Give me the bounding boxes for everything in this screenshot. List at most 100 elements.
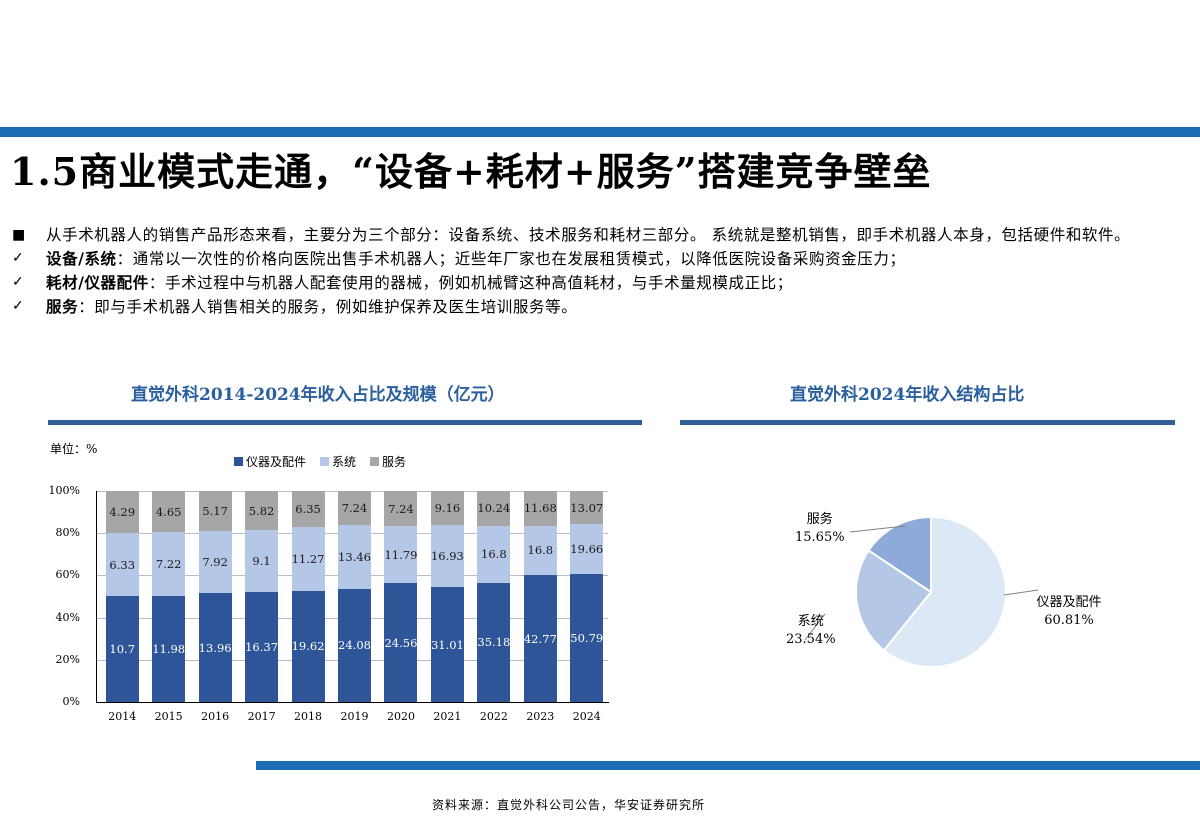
bullet-list: ■ 从手术机器人的销售产品形态来看，主要分为三个部分：设备系统、技术服务和耗材三部… [12, 224, 1197, 319]
pie-label-services-value: 15.65% [795, 530, 845, 545]
bar-segment-label: 31.01 [430, 587, 464, 702]
bullet-body: 从手术机器人的销售产品形态来看，主要分为三个部分：设备系统、技术服务和耗材三部分… [46, 226, 1131, 244]
bar-2017: 16.37 9.1 5.82 [245, 491, 279, 702]
bar-segment-label: 19.66 [570, 524, 604, 574]
x-tick-label: 2021 [433, 710, 462, 723]
x-tick-label: 2023 [526, 710, 555, 723]
bar-segment-label: 16.93 [430, 524, 464, 588]
x-tick-label: 2024 [572, 710, 601, 723]
leader-line [804, 613, 826, 641]
bar-chart-title: 直觉外科2014-2024年收入占比及规模（亿元） [131, 385, 505, 405]
bar-segment-label: 9.16 [430, 491, 464, 525]
x-tick-label: 2019 [340, 710, 369, 723]
bar-2021: 31.01 16.93 9.16 [430, 491, 464, 702]
bar-chart-title-rule [48, 420, 642, 425]
bar-segment-label: 13.96 [198, 593, 232, 702]
leader-line [849, 525, 906, 533]
pie-chart-title: 直觉外科2024年收入结构占比 [790, 385, 1025, 405]
bar-segment-label: 42.77 [523, 575, 557, 702]
bar-segment-label: 11.98 [152, 596, 186, 702]
checkmark-icon: ✓ [12, 298, 24, 314]
x-axis-line [96, 702, 609, 703]
bullet-text: 服务：即与手术机器人销售相关的服务，例如维护保养及医生培训服务等。 [46, 295, 1197, 319]
leader-line [1003, 589, 1039, 596]
pie-slice-systems [855, 549, 933, 652]
legend-item: 仪器及配件 [234, 453, 306, 470]
bar-segment-label: 6.35 [291, 491, 325, 527]
y-tick-label: 60% [55, 568, 80, 582]
legend-swatch-icon [370, 457, 380, 466]
bar-2024: 50.79 19.66 13.07 [570, 491, 604, 702]
bar-segment-label: 11.79 [384, 526, 418, 584]
bullet-text: 从手术机器人的销售产品形态来看，主要分为三个部分：设备系统、技术服务和耗材三部分… [46, 224, 1197, 247]
bullet-item: ✓ 服务：即与手术机器人销售相关的服务，例如维护保养及医生培训服务等。 [12, 295, 1197, 319]
bullet-text: 设备/系统：通常以一次性的价格向医院出售手术机器人；近些年厂家也在发展租赁模式，… [46, 247, 1197, 271]
legend-swatch-icon [320, 457, 330, 466]
bar-segment-label: 13.46 [338, 525, 371, 589]
bullet-heading: 耗材/仪器配件 [46, 273, 149, 292]
bar-segment-label: 7.22 [152, 532, 186, 597]
bar-segment-label: 4.65 [152, 491, 186, 533]
bullet-item: ■ 从手术机器人的销售产品形态来看，主要分为三个部分：设备系统、技术服务和耗材三部… [12, 224, 1197, 247]
bar-segment-label: 16.8 [477, 525, 511, 583]
x-tick-label: 2015 [154, 710, 183, 723]
y-tick-label: 0% [62, 695, 80, 708]
checkmark-icon: ✓ [12, 250, 24, 266]
pie-label-instruments-name: 仪器及配件 [1036, 595, 1102, 610]
bullet-item: ✓ 设备/系统：通常以一次性的价格向医院出售手术机器人；近些年厂家也在发展租赁模式… [12, 247, 1197, 271]
pie-chart [700, 490, 1180, 690]
bullet-heading: 设备/系统 [46, 249, 117, 268]
bar-2015: 11.98 7.22 4.65 [152, 491, 186, 702]
bar-segment-label: 50.79 [570, 573, 604, 702]
pie-label-instruments: 仪器及配件 60.81% [1036, 594, 1102, 630]
bar-segment-label: 11.27 [291, 527, 325, 591]
bar-segment-label: 10.7 [105, 596, 139, 702]
header-accent-rule [0, 127, 1200, 137]
bar-segment-label: 9.1 [245, 530, 279, 592]
bar-segment-label: 4.29 [105, 491, 139, 534]
bar-2014: 10.7 6.33 4.29 [105, 491, 139, 702]
bar-2023: 42.77 16.8 11.68 [523, 491, 557, 702]
bar-segment-label: 7.92 [198, 531, 232, 594]
x-tick-label: 2017 [247, 710, 276, 723]
bar-segment-label: 24.56 [384, 583, 418, 702]
bar-2020: 24.56 11.79 7.24 [384, 491, 418, 702]
x-tick-label: 2018 [294, 710, 323, 723]
bullet-text: 耗材/仪器配件：手术过程中与机器人配套使用的器械，例如机械臂这种高值耗材，与手术… [46, 271, 1197, 295]
pie-label-systems-value: 23.54% [786, 632, 836, 647]
pie-label-services: 服务 15.65% [795, 511, 845, 547]
pie-label-systems: 系统 23.54% [786, 613, 836, 649]
bar-segment-label: 6.33 [105, 533, 139, 597]
bullet-body: ：手术过程中与机器人配套使用的器械，例如机械臂这种高值耗材，与手术量规模成正比； [148, 274, 793, 292]
bar-segment-label: 35.18 [477, 582, 511, 702]
legend-item: 服务 [370, 453, 406, 470]
pie-label-services-name: 服务 [806, 512, 833, 527]
pie-slice-services [867, 515, 932, 594]
bar-2019: 24.08 13.46 7.24 [338, 491, 371, 702]
pie-slice-instruments [882, 515, 1007, 668]
y-tick-label: 20% [55, 652, 80, 666]
bar-segment-label: 16.8 [523, 525, 557, 576]
page-title: 1.5商业模式走通，“设备+耗材+服务”搭建竞争壁垒 [10, 149, 932, 194]
legend-label: 仪器及配件 [246, 455, 307, 469]
bar-chart-legend: 仪器及配件 系统 服务 [234, 453, 406, 470]
pie-label-systems-name: 系统 [797, 614, 824, 629]
x-tick-label: 2014 [108, 710, 137, 723]
bar-segment-label: 10.24 [477, 491, 511, 526]
bar-segment-label: 7.24 [384, 491, 418, 527]
bar-segment-label: 7.24 [338, 491, 371, 526]
bar-segment-label: 5.82 [245, 491, 279, 531]
bullet-body: ：通常以一次性的价格向医院出售手术机器人；近些年厂家也在发展租赁模式，以降低医院… [116, 250, 906, 268]
bullet-heading: 服务 [46, 297, 79, 316]
legend-label: 服务 [382, 455, 407, 469]
legend-item: 系统 [320, 453, 356, 470]
y-axis-line [96, 491, 97, 703]
pie-label-instruments-value: 60.81% [1044, 613, 1094, 628]
bar-segment-label: 13.07 [570, 491, 604, 525]
checkmark-icon: ✓ [12, 274, 24, 290]
square-bullet-icon: ■ [12, 227, 26, 243]
bar-2022: 35.18 16.8 10.24 [477, 491, 511, 702]
bar-segment-label: 16.37 [245, 591, 279, 702]
unit-label: 单位：% [50, 442, 98, 456]
pie-chart-title-rule [680, 420, 1175, 425]
